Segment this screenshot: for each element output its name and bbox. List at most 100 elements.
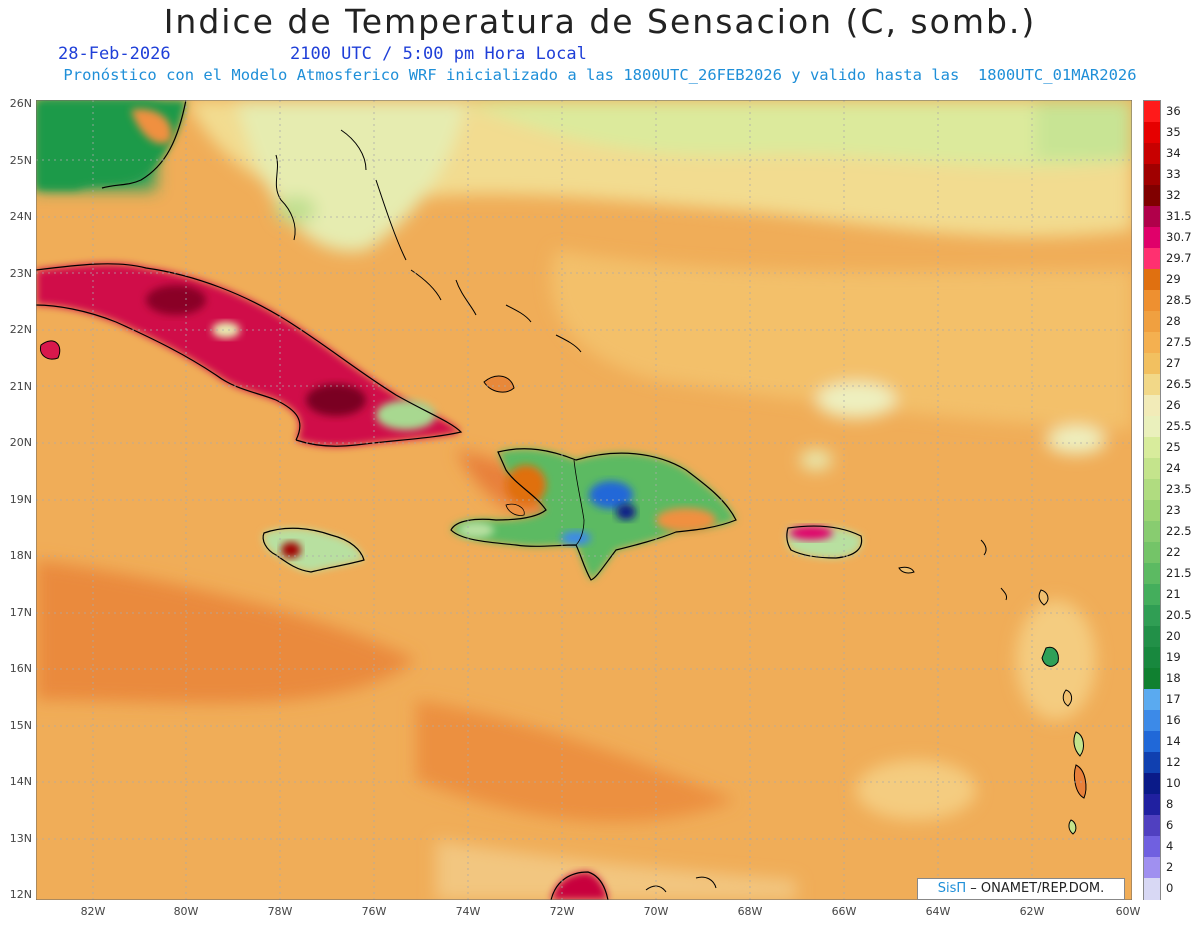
color-scale-label: 25 (1166, 439, 1181, 454)
forecast-date: 28-Feb-2026 (58, 44, 171, 64)
lat-label: 15N (9, 719, 32, 732)
color-scale-label: 29 (1166, 271, 1181, 286)
color-scale-label: 14 (1166, 733, 1181, 748)
color-scale-swatch (1144, 332, 1160, 354)
color-scale-swatch (1144, 164, 1160, 186)
color-scale-swatch (1144, 395, 1160, 417)
color-scale-label: 8 (1166, 796, 1174, 811)
color-scale-swatch (1144, 857, 1160, 879)
color-scale-label: 23.5 (1166, 481, 1192, 496)
color-scale-label: 27 (1166, 355, 1181, 370)
color-scale-swatch (1144, 689, 1160, 711)
forecast-time: 2100 UTC / 5:00 pm Hora Local (290, 44, 587, 64)
color-scale-swatch (1144, 479, 1160, 501)
color-scale-label: 23 (1166, 502, 1181, 517)
jamaica-landmass (262, 527, 365, 573)
map-title: Indice de Temperatura de Sensacion (C, s… (163, 2, 1037, 41)
lon-label: 66W (831, 905, 857, 918)
color-scale-swatch (1144, 668, 1160, 690)
color-scale-label: 25.5 (1166, 418, 1192, 433)
color-scale-swatch (1144, 752, 1160, 774)
color-scale-swatch (1144, 605, 1160, 627)
lon-label: 72W (549, 905, 575, 918)
color-scale-label: 32 (1166, 187, 1181, 202)
color-scale-swatch (1144, 878, 1160, 900)
lon-label: 74W (455, 905, 481, 918)
color-scale-swatch (1144, 731, 1160, 753)
lat-label: 23N (9, 267, 32, 280)
lesser-antilles (898, 539, 1087, 835)
color-scale-bar (1143, 100, 1161, 900)
color-scale-swatch (1144, 290, 1160, 312)
lat-label: 12N (9, 888, 32, 901)
color-scale-label: 22 (1166, 544, 1181, 559)
color-scale-swatch (1144, 269, 1160, 291)
color-scale-label: 10 (1166, 775, 1181, 790)
lat-label: 24N (9, 210, 32, 223)
color-scale-swatch (1144, 710, 1160, 732)
color-scale-label: 19 (1166, 649, 1181, 664)
color-scale-label: 12 (1166, 754, 1181, 769)
color-scale-label: 18 (1166, 670, 1181, 685)
color-scale-label: 20.5 (1166, 607, 1192, 622)
color-scale-swatch (1144, 311, 1160, 333)
color-scale-label: 28.5 (1166, 292, 1192, 307)
color-scale-label: 26 (1166, 397, 1181, 412)
color-scale-swatch (1144, 458, 1160, 480)
lat-label: 20N (9, 436, 32, 449)
color-scale-label: 20 (1166, 628, 1181, 643)
heat-index-map (36, 100, 1132, 900)
color-scale-label: 21.5 (1166, 565, 1192, 580)
color-scale-swatch (1144, 647, 1160, 669)
lat-label: 18N (9, 549, 32, 562)
color-scale-swatch (1144, 122, 1160, 144)
color-scale-label: 0 (1166, 880, 1174, 895)
graticule (36, 100, 1132, 900)
color-scale-label: 28 (1166, 313, 1181, 328)
color-scale-swatch (1144, 374, 1160, 396)
color-scale-swatch (1144, 416, 1160, 438)
color-scale-label: 36 (1166, 103, 1181, 118)
color-scale-label: 4 (1166, 838, 1174, 853)
puerto-rico-landmass (786, 525, 863, 559)
color-scale-swatch (1144, 185, 1160, 207)
lat-label: 14N (9, 775, 32, 788)
color-scale-swatch (1144, 815, 1160, 837)
color-scale-label: 29.7 (1166, 250, 1192, 265)
credit-box: SisΠ – ONAMET/REP.DOM. (917, 878, 1125, 900)
color-scale-swatch (1144, 626, 1160, 648)
color-scale-label: 27.5 (1166, 334, 1192, 349)
color-scale-swatch (1144, 227, 1160, 249)
lon-label: 62W (1019, 905, 1045, 918)
lon-label: 68W (737, 905, 763, 918)
color-scale-swatch (1144, 836, 1160, 858)
lat-label: 19N (9, 493, 32, 506)
lat-label: 16N (9, 662, 32, 675)
bahamas-islands (275, 129, 582, 393)
lon-label: 70W (643, 905, 669, 918)
color-scale-label: 26.5 (1166, 376, 1192, 391)
lon-label: 64W (925, 905, 951, 918)
lat-label: 26N (9, 97, 32, 110)
color-scale-swatch (1144, 773, 1160, 795)
color-scale-swatch (1144, 584, 1160, 606)
color-scale-label: 30.7 (1166, 229, 1192, 244)
color-scale-swatch (1144, 542, 1160, 564)
color-scale-swatch (1144, 521, 1160, 543)
credit-text: – ONAMET/REP.DOM. (970, 881, 1105, 896)
color-scale-swatch (1144, 353, 1160, 375)
lon-label: 60W (1115, 905, 1141, 918)
lat-label: 22N (9, 323, 32, 336)
color-scale-label: 17 (1166, 691, 1181, 706)
color-scale-swatch (1144, 500, 1160, 522)
color-scale-label: 22.5 (1166, 523, 1192, 538)
lat-label: 17N (9, 606, 32, 619)
cuba-landmass (36, 263, 463, 447)
color-scale-label: 34 (1166, 145, 1181, 160)
sis-logo: SisΠ (937, 881, 967, 896)
color-scale-swatch (1144, 794, 1160, 816)
hispaniola-landmass (450, 448, 737, 581)
florida-landmass (36, 100, 187, 190)
south-america-coast (550, 871, 717, 900)
lat-label: 25N (9, 154, 32, 167)
